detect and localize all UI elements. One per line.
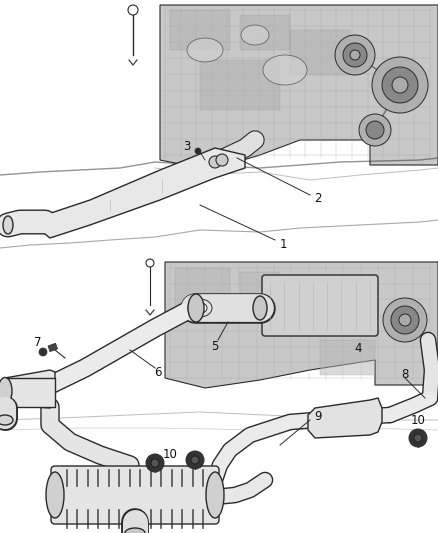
Circle shape	[372, 57, 428, 113]
Polygon shape	[308, 398, 382, 438]
Text: 2: 2	[314, 191, 322, 205]
Circle shape	[335, 35, 375, 75]
Circle shape	[209, 156, 221, 168]
Text: 5: 5	[211, 341, 219, 353]
Circle shape	[350, 50, 360, 60]
Ellipse shape	[253, 296, 267, 320]
Text: 3: 3	[184, 140, 191, 152]
Bar	[240, 272, 280, 307]
Bar	[290, 30, 350, 75]
Ellipse shape	[0, 415, 13, 425]
Bar	[240, 15, 290, 50]
Ellipse shape	[0, 377, 12, 405]
Circle shape	[186, 451, 204, 469]
Polygon shape	[165, 262, 438, 388]
Circle shape	[359, 114, 391, 146]
Ellipse shape	[188, 299, 212, 317]
Circle shape	[343, 43, 367, 67]
Text: 8: 8	[401, 367, 409, 381]
Ellipse shape	[263, 55, 307, 85]
Circle shape	[382, 67, 418, 103]
Circle shape	[392, 77, 408, 93]
Circle shape	[39, 348, 47, 356]
Bar	[170, 10, 230, 50]
Ellipse shape	[241, 25, 269, 45]
Circle shape	[146, 454, 164, 472]
Bar	[175, 268, 230, 313]
FancyBboxPatch shape	[262, 275, 378, 336]
Text: 1: 1	[279, 238, 287, 251]
Text: 4: 4	[354, 342, 362, 354]
FancyBboxPatch shape	[51, 466, 219, 524]
Circle shape	[414, 434, 422, 442]
Circle shape	[151, 459, 159, 467]
Bar	[5, 378, 55, 407]
Ellipse shape	[193, 303, 207, 313]
Text: 7: 7	[34, 335, 42, 349]
Text: 6: 6	[154, 367, 162, 379]
Ellipse shape	[3, 216, 13, 234]
Circle shape	[409, 429, 427, 447]
Circle shape	[216, 154, 228, 166]
Bar	[48, 343, 57, 352]
Bar	[200, 60, 280, 110]
Circle shape	[383, 298, 427, 342]
Text: 10: 10	[410, 414, 425, 426]
Ellipse shape	[187, 38, 223, 62]
Ellipse shape	[46, 472, 64, 518]
Polygon shape	[160, 5, 438, 170]
Circle shape	[128, 5, 138, 15]
Ellipse shape	[188, 294, 204, 322]
Circle shape	[399, 314, 411, 326]
Text: 9: 9	[314, 409, 322, 423]
Polygon shape	[5, 370, 55, 408]
Polygon shape	[40, 148, 245, 238]
Circle shape	[191, 456, 199, 464]
Circle shape	[195, 148, 201, 154]
Text: 10: 10	[162, 448, 177, 461]
Bar	[320, 340, 375, 375]
Circle shape	[391, 306, 419, 334]
Circle shape	[146, 259, 154, 267]
Ellipse shape	[125, 528, 145, 533]
Circle shape	[366, 121, 384, 139]
Ellipse shape	[206, 472, 224, 518]
